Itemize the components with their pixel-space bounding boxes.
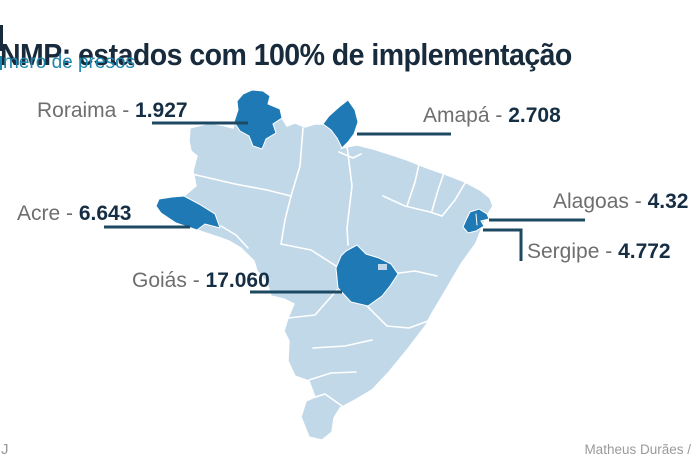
federal-district-notch [378, 264, 387, 270]
state-name: Goiás [132, 269, 187, 292]
truncated-logo-fragment: J [1, 441, 9, 458]
label-amapa: Amapá - 2.708 [423, 104, 561, 127]
state-acre [155, 195, 221, 231]
state-goias [335, 244, 399, 307]
label-separator: - [60, 202, 79, 225]
state-amapa [322, 99, 359, 149]
label-separator: - [489, 104, 509, 127]
state-value: 2.708 [508, 104, 561, 127]
leader-line-sergipe [483, 228, 523, 261]
state-name: Sergipe [527, 240, 600, 263]
label-separator: - [599, 240, 619, 263]
state-value: 4.32 [647, 190, 689, 213]
state-roraima [233, 89, 283, 150]
alagoas-sergipe-divider [475, 213, 478, 226]
label-roraima: Roraima - 1.927 [37, 99, 188, 122]
state-value: 1.927 [135, 99, 188, 122]
brazil-outline [155, 89, 494, 441]
state-name: Amapá [423, 104, 490, 127]
truncated-letter-sliver [0, 25, 3, 51]
state-name: Acre [17, 202, 61, 225]
label-separator: - [186, 269, 206, 292]
label-alagoas: Alagoas - 4.32 [553, 190, 688, 213]
state-alagoas-sergipe [462, 208, 490, 234]
state-value: 17.060 [205, 269, 270, 292]
label-separator: - [116, 99, 136, 122]
label-goias: Goiás - 17.060 [132, 269, 270, 292]
brazil-map-group [155, 89, 494, 441]
page-subtitle: mero de presos [3, 52, 136, 73]
state-name: Roraima [37, 99, 117, 122]
truncated-letter-sliver-subtitle [0, 56, 2, 70]
label-separator: - [628, 190, 648, 213]
label-sergipe: Sergipe - 4.772 [527, 240, 671, 263]
page-title: NMP: estados com 100% de implementação [0, 36, 572, 72]
state-name: Alagoas [553, 190, 629, 213]
state-value: 4.772 [618, 240, 671, 263]
author-credit: Matheus Durães / [584, 442, 691, 457]
label-acre: Acre - 6.643 [17, 202, 131, 225]
state-borders [191, 127, 469, 407]
leader-lines [104, 121, 585, 294]
state-value: 6.643 [78, 202, 132, 225]
